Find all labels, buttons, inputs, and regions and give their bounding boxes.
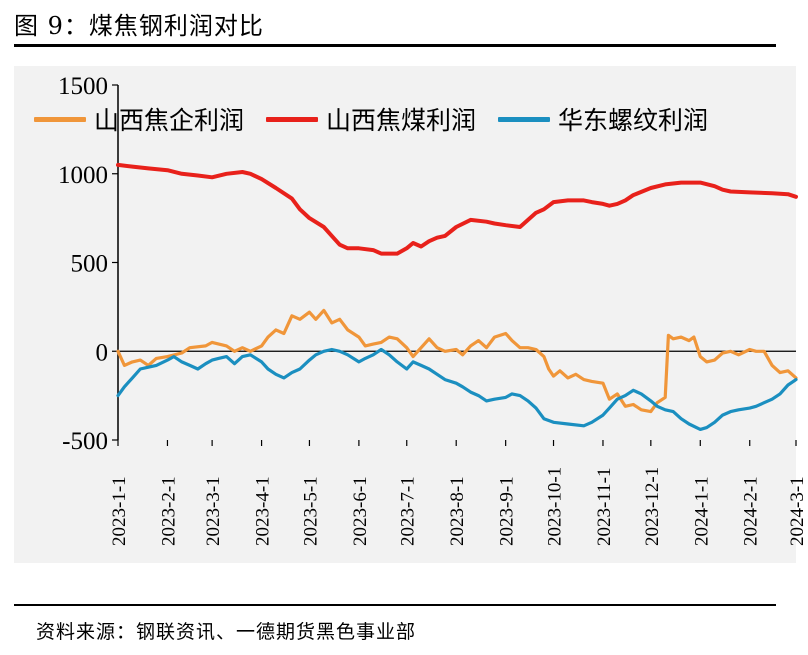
legend-swatch-coking-plant	[34, 116, 86, 122]
legend-swatch-rebar	[498, 116, 551, 122]
legend-item-coking-coal: 山西焦煤利润	[266, 101, 476, 137]
y-tick-label: 500	[71, 251, 109, 278]
x-tick-label: 2024-1-1	[691, 476, 712, 546]
series-line-2	[116, 347, 798, 431]
legend-label-coking-coal: 山西焦煤利润	[326, 106, 477, 135]
x-tick-label: 2023-11-1	[594, 468, 615, 546]
legend-item-coking-plant: 山西焦企利润	[34, 101, 244, 137]
x-tick-label: 2023-12-1	[642, 467, 663, 546]
y-tick-label: 1000	[58, 162, 108, 189]
source-note: 资料来源：钢联资讯、一德期货黑色事业部	[36, 621, 417, 643]
series-layer	[116, 162, 798, 431]
bottom-rule	[14, 604, 776, 606]
x-tick-label: 2023-5-1	[300, 476, 321, 546]
legend: 山西焦企利润 山西焦煤利润 华东螺纹利润	[34, 101, 708, 137]
y-tick-label: -500	[62, 428, 108, 455]
legend-swatch-coking-coal	[266, 116, 319, 122]
series-line-1	[116, 162, 798, 256]
legend-label-rebar: 华东螺纹利润	[558, 106, 709, 135]
figure-title: 图 9：煤焦钢利润对比	[14, 12, 264, 40]
x-tick-label: 2024-2-1	[741, 476, 762, 546]
series-line-0	[116, 308, 798, 414]
y-axis: -500 0 500 1000 1500	[58, 73, 119, 455]
x-tick-label: 2023-7-1	[398, 476, 419, 546]
x-tick-label: 2023-6-1	[350, 476, 371, 546]
x-tick-label: 2023-8-1	[447, 476, 468, 546]
x-tick-label: 2024-3-1	[787, 476, 808, 546]
x-tick-label: 2023-9-1	[497, 476, 518, 546]
x-tick-label: 2023-2-1	[158, 476, 179, 546]
y-tick-label: 1500	[58, 73, 108, 100]
x-tick-label: 2023-1-1	[109, 476, 130, 546]
x-axis: 2023-1-1 2023-2-1 2023-3-1 2023-4-1 2023-5-1…	[109, 350, 808, 546]
x-tick-label: 2023-3-1	[203, 476, 224, 546]
y-tick-label: 0	[96, 339, 109, 366]
top-rule	[14, 44, 776, 47]
plot-background	[14, 66, 796, 563]
legend-label-coking-plant: 山西焦企利润	[94, 106, 245, 135]
x-tick-label: 2023-4-1	[253, 476, 274, 546]
legend-item-rebar: 华东螺纹利润	[498, 101, 708, 137]
x-tick-label: 2023-10-1	[545, 467, 566, 546]
